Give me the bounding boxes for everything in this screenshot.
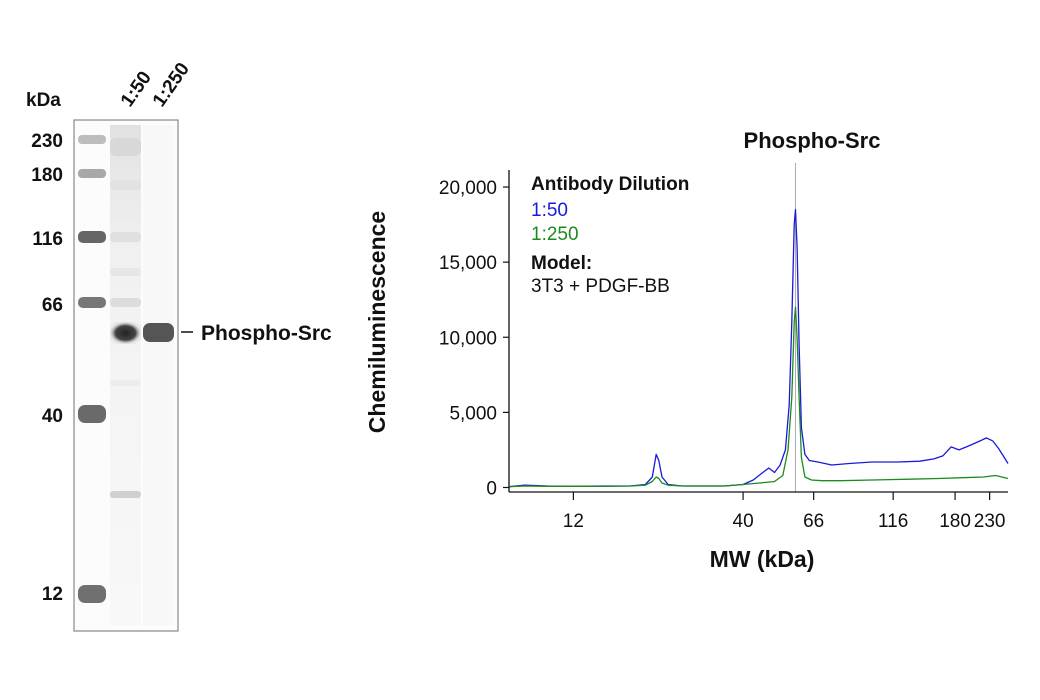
- blot-unit-label: kDa: [26, 90, 61, 111]
- x-tick-label-180: 180: [939, 511, 971, 532]
- y-tick-label-5000: 5,000: [449, 403, 497, 424]
- chart-y-axis-label: Chemiluminescence: [364, 211, 390, 433]
- blot-marker-66: 66: [42, 295, 63, 316]
- lane1-faint-band-top: [110, 138, 141, 156]
- electropherogram-chart: Phospho-Src Chemiluminescence MW (kDa) 0…: [364, 128, 1009, 572]
- ladder-band-230: [78, 135, 106, 144]
- lane1-faint-band-low: [110, 380, 141, 386]
- legend-heading: Antibody Dilution: [531, 174, 689, 195]
- blot-ladder-lane: [78, 135, 106, 603]
- lane1-faint-band-180: [110, 180, 141, 190]
- ladder-band-12: [78, 585, 106, 603]
- x-tick-label-12: 12: [563, 511, 584, 532]
- blot-lane-label-1: 1:50: [117, 68, 156, 111]
- legend-series-1: 1:50: [531, 200, 568, 221]
- ladder-band-40: [78, 405, 106, 423]
- blot-marker-180: 180: [31, 165, 63, 186]
- blot-marker-12: 12: [42, 584, 63, 605]
- blot-marker-40: 40: [42, 406, 63, 427]
- lane1-faint-band-116: [110, 232, 141, 242]
- blot-marker-230: 230: [31, 131, 63, 152]
- legend-series-2: 1:250: [531, 224, 579, 245]
- ladder-band-66: [78, 297, 106, 308]
- y-tick-label-15000: 15,000: [439, 253, 497, 274]
- lane1-faint-band-20: [110, 491, 141, 498]
- lane2-background: [143, 125, 174, 625]
- lane1-main-band: [110, 322, 141, 344]
- y-tick-label-10000: 10,000: [439, 328, 497, 349]
- lane1-faint-band-70: [110, 298, 141, 307]
- chart-axes: 0 5,000 10,000 15,000 20,000 12 40 66 116 180 230: [439, 170, 1008, 532]
- lane2-main-band: [143, 323, 174, 342]
- x-tick-label-66: 66: [803, 511, 824, 532]
- ladder-band-180: [78, 169, 106, 178]
- plot-area: [508, 163, 1009, 492]
- chart-title: Phospho-Src: [744, 128, 881, 153]
- blot-sample-lane-2: [143, 125, 174, 625]
- lane1-smear: [110, 125, 141, 625]
- legend-model-value: 3T3 + PDGF-BB: [531, 276, 670, 297]
- blot-band-label: Phospho-Src: [201, 322, 332, 345]
- x-tick-label-230: 230: [974, 511, 1006, 532]
- series-line-2: [508, 306, 1009, 488]
- x-tick-label-40: 40: [733, 511, 754, 532]
- legend-model-heading: Model:: [531, 253, 592, 274]
- blot-sample-lane-1: [110, 125, 141, 625]
- blot-lane-label-2: 1:250: [149, 59, 194, 111]
- chart-x-axis-label: MW (kDa): [710, 546, 815, 572]
- series-line-1: [508, 208, 1009, 488]
- blot-marker-116: 116: [32, 229, 63, 250]
- ladder-band-116: [78, 231, 106, 243]
- y-tick-label-0: 0: [486, 478, 497, 499]
- blot-panel: kDa 1:50 1:250 230 180 116 66 40 12: [26, 59, 332, 632]
- chart-legend: Antibody Dilution 1:50 1:250 Model: 3T3 …: [531, 174, 689, 297]
- y-tick-label-20000: 20,000: [439, 178, 497, 199]
- lane1-faint-band-90: [110, 268, 141, 276]
- x-tick-label-116: 116: [878, 511, 908, 532]
